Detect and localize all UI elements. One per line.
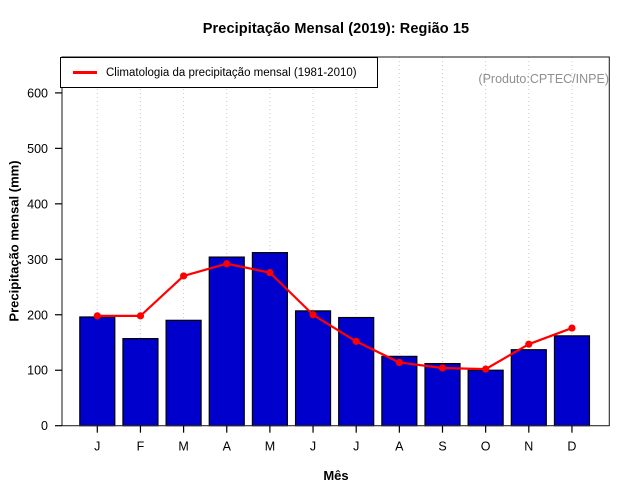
climatology-point-6 [352,337,360,345]
y-tick-label-300: 300 [27,253,48,267]
climatology-point-7 [395,358,403,367]
climatology-point-10 [525,340,533,348]
y-axis-title: Precipitação mensal (mm) [6,160,22,322]
chart-title: Precipitação Mensal (2019): Região 15 [202,21,470,37]
x-tick-label-5: J [310,440,316,454]
climatology-point-9 [482,365,490,373]
climatology-point-11 [568,324,576,332]
bar-J-5 [294,310,332,427]
x-tick-label-4: M [265,440,275,454]
x-tick-label-1: F [137,440,145,454]
bar-M-2 [165,319,202,427]
x-tick-label-0: J [94,440,100,454]
climatology-line [96,262,574,371]
x-tick-label-8: S [438,440,446,454]
bar-O-9 [467,369,504,427]
x-tick-label-3: A [223,440,232,454]
climatology-point-1 [136,312,145,320]
climatology-point-8 [438,364,447,372]
bar-A-7 [381,355,418,427]
y-tick-label-0: 0 [41,419,48,433]
x-tick-label-9: O [481,440,491,454]
bar-J-0 [79,316,116,427]
bar-M-4 [251,252,288,427]
bar-S-8 [424,362,461,427]
y-tick-label-100: 100 [27,364,48,378]
x-axis-title: Mês [323,468,349,483]
legend-line-swatch-icon [73,71,97,74]
climatology-point-0 [93,312,101,320]
y-tick-label-600: 600 [27,86,48,100]
climatology-point-4 [266,269,274,277]
legend-label: Climatologia da precipitação mensal (198… [106,66,357,79]
y-tick-label-400: 400 [27,197,48,211]
x-tick-label-7: A [395,440,404,454]
bar-D-11 [553,335,591,427]
climatology-point-3 [223,260,231,268]
y-tick-label-500: 500 [27,142,48,156]
x-tick-label-11: D [567,440,576,454]
bar-A-3 [208,256,245,427]
climatology-point-5 [309,311,317,319]
legend: Climatologia da precipitação mensal (198… [60,57,378,88]
bar-J-6 [338,316,375,427]
x-tick-label-2: M [178,440,188,454]
x-tick-label-10: N [524,440,533,454]
bar-F-1 [122,338,159,427]
watermark-text: (Produto:CPTEC/INPE) [478,72,609,86]
y-tick-label-200: 200 [27,308,48,322]
bar-N-10 [510,349,547,427]
x-tick-label-6: J [353,440,359,454]
climatology-point-2 [180,272,188,280]
